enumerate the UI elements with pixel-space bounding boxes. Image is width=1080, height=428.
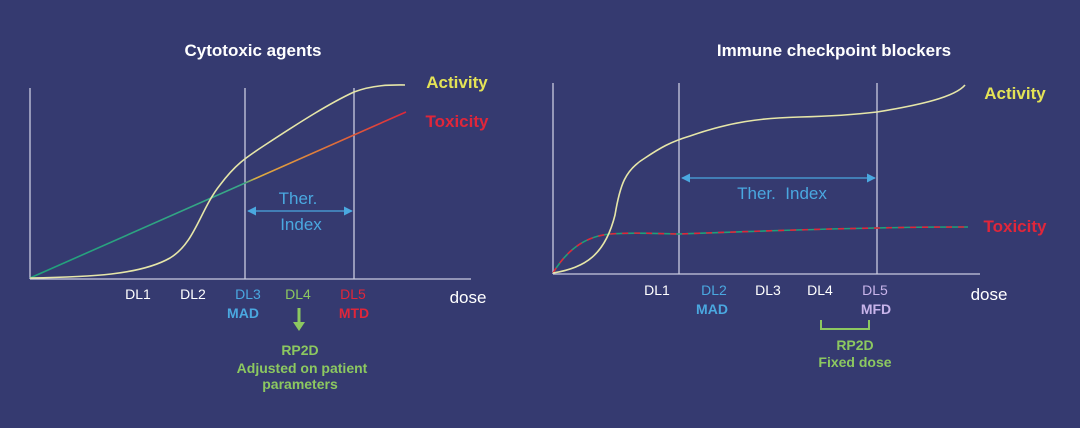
ther-index-label-1: Ther. — [279, 189, 318, 208]
toxicity-label: Toxicity — [426, 112, 490, 131]
panel-title: Cytotoxic agents — [185, 41, 322, 60]
dose-level-3: DL3 — [755, 282, 781, 298]
dose-level-1: DL1 — [644, 282, 670, 298]
dose-level-3: DL3 — [235, 286, 261, 302]
mad-label: MAD — [696, 301, 728, 317]
dose-level-1: DL1 — [125, 286, 151, 302]
rp2d-bracket — [820, 320, 870, 330]
activity-label: Activity — [984, 84, 1046, 103]
mad-label: MAD — [227, 305, 259, 321]
down-arrow-icon — [293, 308, 305, 331]
panel-title: Immune checkpoint blockers — [717, 41, 951, 60]
dose-level-5: DL5 — [862, 282, 888, 298]
x-axis-label: dose — [971, 285, 1008, 304]
dose-level-4: DL4 — [807, 282, 833, 298]
cytotoxic-panel: Cytotoxic agents Activity Toxicity Ther.… — [29, 41, 490, 392]
checkpoint-panel: Immune checkpoint blockers Activity Toxi… — [552, 41, 1048, 370]
dose-level-5: DL5 — [340, 286, 366, 302]
rp2d-label: RP2D — [836, 337, 873, 353]
ther-index-label: Ther. Index — [737, 184, 827, 203]
activity-curve — [552, 84, 966, 274]
toxicity-curve — [29, 111, 407, 279]
ther-index-label-2: Index — [280, 215, 322, 234]
activity-label: Activity — [426, 73, 488, 92]
dose-level-4: DL4 — [285, 286, 311, 302]
rp2d-note: Fixed dose — [818, 354, 891, 370]
mtd-label: MTD — [339, 305, 369, 321]
toxicity-curve — [552, 226, 969, 274]
x-axis-label: dose — [450, 288, 487, 307]
toxicity-label: Toxicity — [984, 217, 1048, 236]
rp2d-label: RP2D — [281, 342, 318, 358]
dose-level-2: DL2 — [180, 286, 206, 302]
mfd-label: MFD — [861, 301, 891, 317]
dose-level-2: DL2 — [701, 282, 727, 298]
rp2d-note-2: parameters — [262, 376, 338, 392]
activity-curve — [29, 84, 406, 279]
rp2d-note-1: Adjusted on patient — [237, 360, 368, 376]
